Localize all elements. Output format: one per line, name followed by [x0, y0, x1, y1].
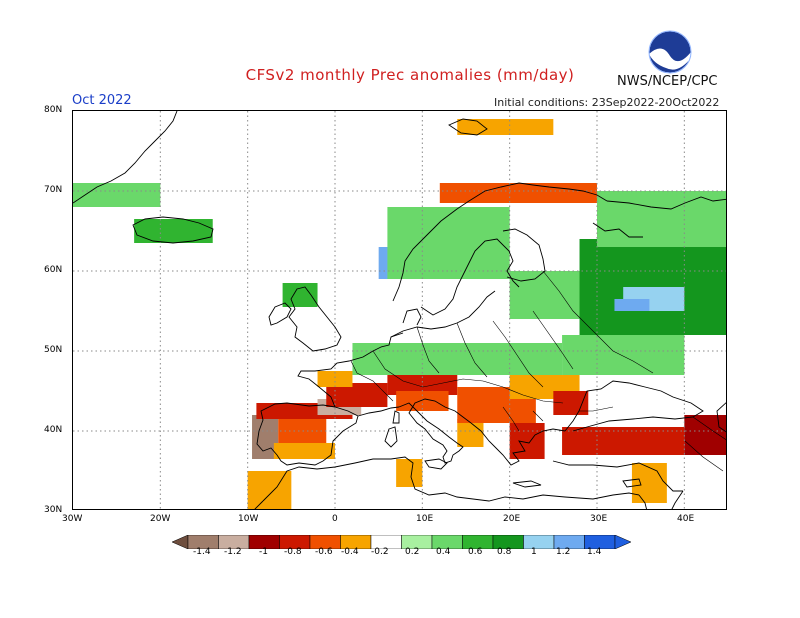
legend-label: -0.2	[371, 547, 389, 557]
coast-caspian	[716, 402, 726, 433]
lon-label-20e: 20E	[503, 514, 521, 524]
anomaly-cell	[278, 419, 327, 447]
coast-levant	[638, 490, 684, 509]
coast-north-africa	[262, 456, 640, 502]
anomaly-cell	[614, 299, 650, 311]
coast-corsica	[392, 410, 400, 424]
lon-label-30w: 30W	[62, 514, 83, 524]
legend-label: 0.4	[436, 547, 451, 557]
legend-label: -0.8	[284, 547, 302, 557]
anomaly-cell	[439, 183, 597, 203]
map-panel	[72, 110, 727, 510]
coast-norway	[392, 182, 608, 302]
coast-balkans	[470, 422, 566, 466]
legend-label: -1	[259, 547, 268, 557]
coast-sardinia	[384, 426, 398, 448]
agency-label: NWS/NCEP/CPC	[617, 74, 718, 89]
lon-label-10e: 10E	[416, 514, 434, 524]
anomaly-cell	[317, 371, 353, 387]
coast-iceland	[132, 216, 214, 244]
coast-black-sea	[564, 380, 704, 432]
anomaly-cell	[273, 443, 335, 459]
coast-turkey-south	[552, 460, 683, 492]
anomaly-cell	[684, 415, 726, 455]
anomaly-cell	[247, 471, 292, 509]
anomaly-cell	[631, 463, 667, 503]
coast-finland	[502, 228, 546, 282]
legend-label: 1	[531, 547, 537, 557]
lat-label-40n: 40N	[44, 425, 63, 435]
coast-baltic	[390, 290, 496, 338]
lon-label-30e: 30E	[590, 514, 608, 524]
anomaly-cell	[553, 391, 589, 415]
anomaly-cell	[387, 375, 458, 395]
anomaly-cell	[509, 423, 545, 459]
coast-denmark	[402, 308, 422, 326]
lat-label-60n: 60N	[44, 265, 63, 275]
legend-swatch	[523, 535, 555, 549]
legend-label: -1.2	[224, 547, 242, 557]
legend-arrow-high	[614, 535, 632, 549]
lon-label-10w: 10W	[238, 514, 259, 524]
lat-label-50n: 50N	[44, 345, 63, 355]
coast-ireland	[268, 302, 292, 326]
initial-conditions: Initial conditions: 23Sep2022-20Oct2022	[494, 96, 720, 109]
legend-label: -0.6	[315, 547, 333, 557]
lat-label-80n: 80N	[44, 105, 63, 115]
anomaly-cell	[352, 343, 563, 375]
coast-svalbard	[448, 118, 488, 136]
anomaly-cell	[73, 183, 161, 207]
lon-label-20w: 20W	[150, 514, 171, 524]
coast-britain	[288, 286, 342, 352]
legend-label: 0.6	[468, 547, 483, 557]
chart-title: CFSv2 monthly Prec anomalies (mm/day)	[245, 66, 575, 84]
anomaly-map	[73, 111, 726, 509]
anomaly-cell	[457, 419, 484, 447]
lat-label-70n: 70N	[44, 185, 63, 195]
anomaly-cell	[457, 119, 554, 135]
noaa-logo	[648, 30, 692, 78]
anomaly-cell	[562, 335, 685, 375]
legend-label: 1.2	[556, 547, 571, 557]
anomaly-cell	[562, 427, 685, 455]
coast-white-sea	[592, 222, 643, 238]
coast-greenland	[73, 111, 178, 204]
lat-label-30n: 30N	[44, 505, 63, 515]
coast-morocco-west	[254, 500, 264, 509]
anomaly-cell	[597, 191, 726, 247]
legend-label: 0.2	[405, 547, 420, 557]
lon-label-0: 0	[332, 514, 338, 524]
coast-italy	[398, 398, 472, 464]
coast-france	[297, 332, 404, 408]
coast-france-south	[357, 406, 400, 417]
anomaly-cell	[396, 391, 449, 411]
coast-arctic-russia	[606, 196, 726, 210]
anomaly-cell	[387, 207, 510, 279]
anomaly-cell	[282, 283, 318, 307]
legend-label: 1.4	[587, 547, 602, 557]
legend-label: -0.4	[341, 547, 359, 557]
coast-cyprus	[622, 478, 642, 488]
legend-label: -1.4	[193, 547, 211, 557]
anomaly-cell	[396, 459, 423, 487]
coast-crete	[512, 480, 542, 488]
color-legend	[172, 535, 632, 549]
lon-label-40e: 40E	[677, 514, 695, 524]
legend-label: 0.8	[497, 547, 512, 557]
legend-arrow-low	[172, 535, 189, 549]
coast-sweden	[420, 238, 520, 316]
coast-sicily	[424, 458, 448, 470]
forecast-month: Oct 2022	[72, 93, 132, 108]
